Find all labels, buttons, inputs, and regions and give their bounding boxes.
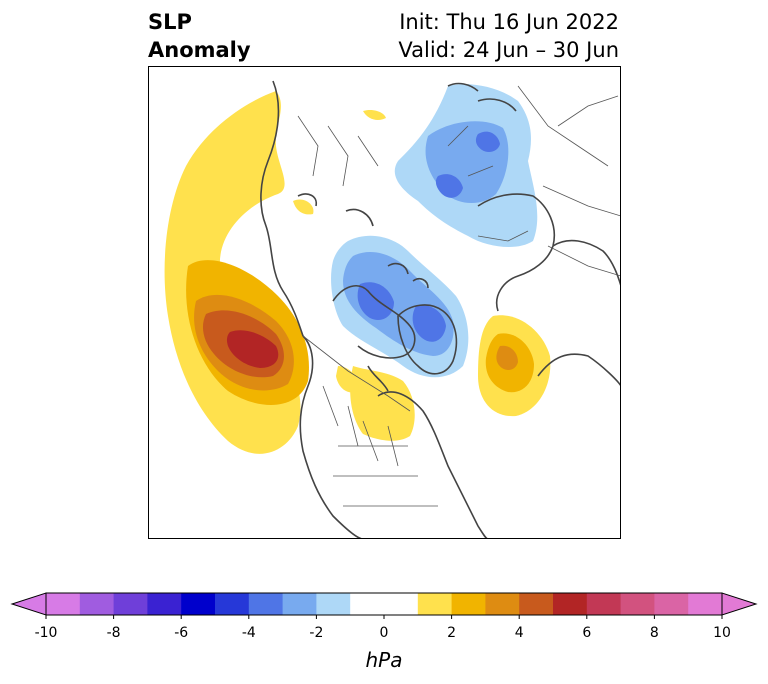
valid-range: Valid: 24 Jun – 30 Jun: [398, 38, 619, 62]
coastlines: [260, 80, 621, 539]
colorbar-bin: [586, 593, 622, 615]
colorbar: [10, 592, 758, 619]
colorbar-tick-label: 2: [447, 625, 457, 641]
colorbar-tick-label: -10: [34, 625, 58, 641]
title-slp: SLP: [148, 10, 192, 34]
colorbar-unit: hPa: [365, 648, 403, 672]
colorbar-tick-label: -4: [241, 625, 256, 641]
colorbar-bin: [79, 593, 115, 615]
title-left: SLP Anomaly: [148, 8, 251, 64]
colorbar-bin: [519, 593, 554, 615]
colorbar-bin: [282, 593, 317, 615]
colorbar-bin: [215, 593, 250, 615]
colorbar-bin: [113, 593, 148, 615]
colorbar-bin: [350, 593, 419, 615]
colorbar-over-arrow: [721, 592, 758, 616]
slp-anomaly-map: [148, 66, 621, 539]
colorbar-tick-label: 4: [514, 625, 524, 641]
colorbar-tick-label: -2: [309, 625, 324, 641]
anomaly-positive-upper-stub: [363, 109, 386, 120]
colorbar-tick-label: 0: [379, 625, 389, 641]
colorbar-tick-label: 6: [582, 625, 592, 641]
colorbar-tick-label: -8: [106, 625, 121, 641]
country-borders: [297, 85, 621, 507]
colorbar-tick-label: -6: [174, 625, 189, 641]
colorbar-tick-label: 8: [649, 625, 659, 641]
colorbar-bin: [485, 593, 520, 615]
colorbar-bin: [553, 593, 588, 615]
colorbar-bin: [181, 593, 216, 615]
colorbar-bin: [316, 593, 351, 615]
anomaly-positive-pacific-5: [226, 330, 279, 368]
colorbar-under-arrow: [10, 592, 47, 616]
colorbar-bin: [654, 593, 689, 615]
colorbar-bin: [46, 593, 81, 615]
colorbar-tick-label: 10: [713, 625, 731, 641]
colorbar-bin: [451, 593, 486, 615]
colorbar-bin: [417, 593, 453, 615]
colorbar-bin: [620, 593, 655, 615]
colorbar-bin: [147, 593, 182, 615]
colorbar-bin: [248, 593, 284, 615]
init-date: Init: Thu 16 Jun 2022: [399, 10, 619, 34]
title-anomaly: Anomaly: [148, 38, 251, 62]
title-right: Init: Thu 16 Jun 2022 Valid: 24 Jun – 30…: [398, 8, 619, 64]
anomaly-positive-canada: [350, 366, 415, 441]
colorbar-bin: [688, 593, 723, 615]
